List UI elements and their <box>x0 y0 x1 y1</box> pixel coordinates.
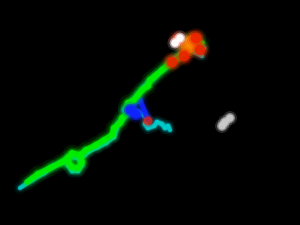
Point <box>220 124 224 128</box>
Point <box>134 112 138 116</box>
Point <box>220 124 224 128</box>
Point <box>182 54 186 58</box>
Point <box>128 108 132 112</box>
Point <box>172 41 177 45</box>
Point <box>228 116 232 120</box>
Point <box>178 36 182 40</box>
Point <box>172 41 177 45</box>
Point <box>220 124 224 128</box>
Point <box>186 45 190 49</box>
Point <box>198 48 203 52</box>
Point <box>176 38 180 42</box>
Point <box>134 112 138 116</box>
Point <box>178 36 182 40</box>
Point <box>178 36 182 40</box>
Point <box>198 48 203 52</box>
Point <box>186 45 190 49</box>
Point <box>146 119 150 123</box>
Point <box>169 60 174 64</box>
Point <box>190 40 194 44</box>
Point <box>223 120 227 124</box>
Point <box>128 108 132 112</box>
Point <box>228 116 232 120</box>
Point <box>182 54 186 58</box>
Point <box>146 119 150 123</box>
Point <box>169 60 174 64</box>
Point <box>172 41 177 45</box>
Point <box>190 40 194 44</box>
Point <box>198 48 203 52</box>
Point <box>176 38 180 42</box>
Point <box>190 40 194 44</box>
Point <box>228 116 232 120</box>
Point <box>194 36 198 40</box>
Point <box>194 36 198 40</box>
Point <box>223 120 227 124</box>
Point <box>128 108 132 112</box>
Point <box>194 36 198 40</box>
Point <box>169 60 174 64</box>
Point <box>186 45 190 49</box>
Point <box>223 120 227 124</box>
Point <box>182 54 186 58</box>
Point <box>134 112 138 116</box>
Point <box>176 38 180 42</box>
